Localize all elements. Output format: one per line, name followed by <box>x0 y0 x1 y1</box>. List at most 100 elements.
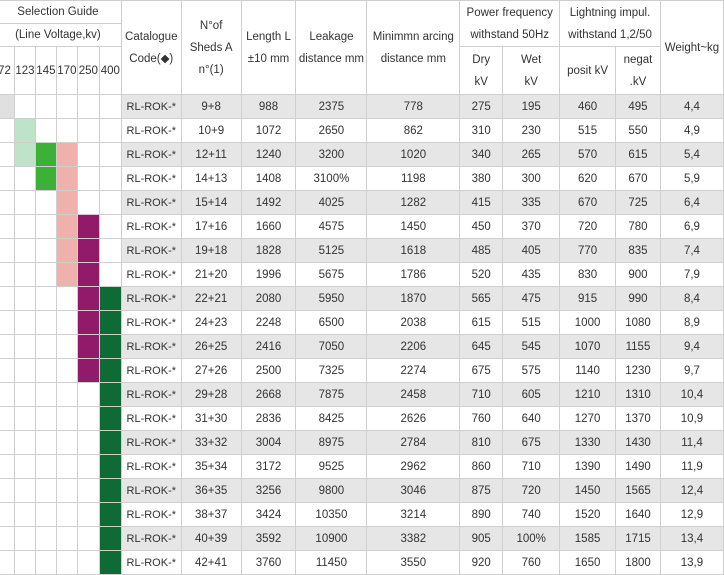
selection-cell-250 <box>76 286 100 311</box>
selection-cell-400 <box>98 430 122 455</box>
dry-cell: 275 <box>459 94 504 119</box>
code-cell: RL-ROK-* <box>120 190 182 215</box>
selection-cell-250 <box>76 358 100 383</box>
table-row: RL-ROK-* 12+11 1240 3200 1020 340 265 570 615 5,4 <box>0 142 724 167</box>
weight-cell: 5,4 <box>659 142 724 167</box>
posit-cell: 1520 <box>559 502 617 527</box>
table-header: Selection Guide Catalogue Code(◆) N°of She… <box>0 0 724 95</box>
length-cell: 988 <box>240 94 297 119</box>
table-row: RL-ROK-* 24+23 2248 6500 2038 615 515 1000 1080 8… <box>0 310 724 335</box>
weight-cell: 8,9 <box>659 310 724 335</box>
selection-cell-123 <box>13 166 36 191</box>
catalogue-code-header: Catalogue Code(◆) <box>120 0 182 95</box>
leakage-cell: 3100% <box>295 166 368 191</box>
selection-cell-170 <box>55 94 78 119</box>
selection-cell-250 <box>76 334 100 359</box>
negat-cell: 1490 <box>615 454 661 479</box>
negat-cell: 1230 <box>615 358 661 383</box>
line-voltage-subtitle: (Line Voltage,kv) <box>0 23 122 47</box>
selection-cell-123 <box>13 142 36 167</box>
selection-guide-title: Selection Guide <box>0 0 122 24</box>
selection-cell-145 <box>34 190 57 215</box>
selection-cell-72 <box>0 334 15 359</box>
arcing-cell: 2274 <box>366 358 461 383</box>
posit-cell: 915 <box>559 286 617 311</box>
table-row: RL-ROK-* 9+8 988 2375 778 275 195 460 495 4,4 <box>0 94 724 119</box>
selection-cell-400 <box>98 118 122 143</box>
posit-cell: 1070 <box>559 334 617 359</box>
sheds-cell: 12+11 <box>180 142 242 167</box>
table-row: RL-ROK-* 36+35 3256 9800 3046 875 720 1450 1565 1… <box>0 478 724 503</box>
selection-cell-72 <box>0 502 15 527</box>
dry-cell: 380 <box>459 166 504 191</box>
selection-cell-145 <box>34 406 57 431</box>
dry-cell: 920 <box>459 550 504 575</box>
negat-cell: 1080 <box>615 310 661 335</box>
leakage-cell: 7050 <box>295 334 368 359</box>
weight-cell: 7,9 <box>659 262 724 287</box>
sheds-cell: 29+28 <box>180 382 242 407</box>
selection-cell-250 <box>76 502 100 527</box>
selection-cell-170 <box>55 358 78 383</box>
arcing-cell: 862 <box>366 118 461 143</box>
code-cell: RL-ROK-* <box>120 214 182 239</box>
sheds-cell: 15+14 <box>180 190 242 215</box>
arcing-cell: 2962 <box>366 454 461 479</box>
length-cell: 2248 <box>240 310 297 335</box>
length-cell: 1492 <box>240 190 297 215</box>
length-cell: 2500 <box>240 358 297 383</box>
negat-cell: 1155 <box>615 334 661 359</box>
selection-cell-170 <box>55 190 78 215</box>
selection-cell-123 <box>13 334 36 359</box>
arcing-cell: 3382 <box>366 526 461 551</box>
negat-cell: 1370 <box>615 406 661 431</box>
selection-cell-170 <box>55 430 78 455</box>
selection-cell-400 <box>98 286 122 311</box>
posit-cell: 770 <box>559 238 617 263</box>
voltage-header-250: 250 <box>76 46 100 95</box>
sheds-cell: 36+35 <box>180 478 242 503</box>
selection-cell-72 <box>0 166 15 191</box>
sheds-cell: 17+16 <box>180 214 242 239</box>
voltage-header-400: 400 <box>98 46 122 95</box>
negat-cell: 725 <box>615 190 661 215</box>
selection-cell-72 <box>0 478 15 503</box>
selection-cell-145 <box>34 214 57 239</box>
lightning-impulse-header: Lightning impul. withstand 1,2/50 <box>559 0 661 47</box>
selection-cell-400 <box>98 406 122 431</box>
code-cell: RL-ROK-* <box>120 430 182 455</box>
selection-cell-123 <box>13 262 36 287</box>
selection-cell-145 <box>34 382 57 407</box>
leakage-cell: 3200 <box>295 142 368 167</box>
selection-cell-123 <box>13 214 36 239</box>
table-row: RL-ROK-* 14+13 1408 3100% 1198 380 300 620 670 5,… <box>0 166 724 191</box>
leakage-cell: 10350 <box>295 502 368 527</box>
length-cell: 1996 <box>240 262 297 287</box>
negat-cell: 835 <box>615 238 661 263</box>
selection-cell-123 <box>13 382 36 407</box>
length-cell: 3172 <box>240 454 297 479</box>
selection-cell-145 <box>34 334 57 359</box>
dry-cell: 860 <box>459 454 504 479</box>
code-cell: RL-ROK-* <box>120 406 182 431</box>
weight-cell: 9,7 <box>659 358 724 383</box>
selection-cell-170 <box>55 382 78 407</box>
weight-cell: 10,9 <box>659 406 724 431</box>
selection-cell-170 <box>55 334 78 359</box>
selection-cell-400 <box>98 94 122 119</box>
weight-cell: 6,9 <box>659 214 724 239</box>
arcing-cell: 1786 <box>366 262 461 287</box>
wet-cell: 605 <box>502 382 561 407</box>
selection-cell-123 <box>13 118 36 143</box>
power-frequency-header: Power frequency withstand 50Hz <box>459 0 561 47</box>
negat-cell: 990 <box>615 286 661 311</box>
selection-cell-123 <box>13 286 36 311</box>
selection-cell-400 <box>98 454 122 479</box>
wet-cell: 675 <box>502 430 561 455</box>
dry-cell: 485 <box>459 238 504 263</box>
voltage-header-72: 72 <box>0 46 15 95</box>
sheds-cell: 24+23 <box>180 310 242 335</box>
selection-cell-400 <box>98 238 122 263</box>
negat-kv-header: negat .kV <box>615 46 661 95</box>
